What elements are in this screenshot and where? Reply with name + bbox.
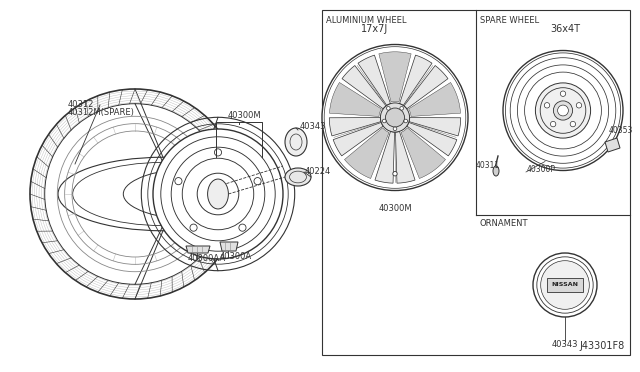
Polygon shape (379, 52, 411, 102)
Ellipse shape (541, 261, 589, 310)
Text: J43301F8: J43301F8 (580, 341, 625, 351)
Ellipse shape (254, 177, 261, 185)
Polygon shape (396, 131, 415, 183)
Text: 40300A: 40300A (220, 252, 252, 261)
Ellipse shape (576, 103, 582, 108)
Bar (547, 278, 582, 292)
Ellipse shape (393, 127, 397, 131)
Polygon shape (330, 83, 381, 116)
Polygon shape (342, 65, 386, 109)
Ellipse shape (536, 83, 591, 138)
Text: ALUMINIUM WHEEL: ALUMINIUM WHEEL (326, 16, 406, 25)
Bar (322, 10, 630, 355)
Text: 40300AA: 40300AA (188, 254, 226, 263)
Polygon shape (409, 118, 461, 136)
Polygon shape (375, 131, 395, 183)
Ellipse shape (153, 129, 283, 259)
Text: 17x7J: 17x7J (362, 24, 388, 34)
Ellipse shape (380, 103, 410, 132)
Text: 40312: 40312 (68, 100, 94, 109)
Text: 40311: 40311 (476, 161, 500, 170)
Ellipse shape (175, 177, 182, 185)
Ellipse shape (207, 179, 228, 209)
Ellipse shape (554, 101, 573, 120)
Ellipse shape (322, 45, 468, 190)
Ellipse shape (285, 168, 311, 186)
Ellipse shape (557, 105, 568, 116)
Ellipse shape (570, 121, 575, 127)
Text: 36x4T: 36x4T (550, 24, 580, 34)
Ellipse shape (400, 106, 403, 110)
Ellipse shape (550, 121, 556, 127)
Ellipse shape (285, 128, 307, 156)
Ellipse shape (560, 91, 566, 96)
Polygon shape (330, 118, 381, 136)
Polygon shape (399, 55, 432, 105)
Ellipse shape (214, 149, 221, 156)
Ellipse shape (239, 224, 246, 231)
Polygon shape (358, 55, 390, 105)
Polygon shape (333, 122, 383, 156)
Ellipse shape (503, 51, 623, 170)
Text: NISSAN: NISSAN (552, 282, 579, 288)
Polygon shape (344, 128, 389, 179)
Ellipse shape (387, 106, 390, 110)
Text: 40353: 40353 (609, 126, 634, 135)
Ellipse shape (404, 119, 408, 123)
Ellipse shape (545, 103, 550, 108)
Text: 40300M: 40300M (228, 111, 262, 120)
Text: 40343: 40343 (552, 340, 579, 349)
Ellipse shape (533, 253, 597, 317)
Text: SPARE WHEEL: SPARE WHEEL (480, 16, 539, 25)
Ellipse shape (393, 171, 397, 176)
Polygon shape (407, 122, 457, 156)
Ellipse shape (385, 108, 404, 127)
Polygon shape (220, 242, 238, 251)
Ellipse shape (383, 119, 386, 123)
Polygon shape (186, 246, 210, 253)
Text: ORNAMENT: ORNAMENT (480, 219, 529, 228)
Text: 40300M: 40300M (378, 204, 412, 213)
Text: 40312M(SPARE): 40312M(SPARE) (68, 108, 135, 117)
Polygon shape (401, 128, 445, 179)
Polygon shape (404, 65, 448, 109)
Text: 40224: 40224 (305, 167, 332, 176)
Ellipse shape (190, 224, 197, 231)
Text: 40300P: 40300P (527, 165, 556, 174)
Text: 40343: 40343 (300, 122, 326, 131)
Polygon shape (605, 138, 620, 152)
Ellipse shape (493, 166, 499, 176)
Polygon shape (408, 83, 461, 116)
